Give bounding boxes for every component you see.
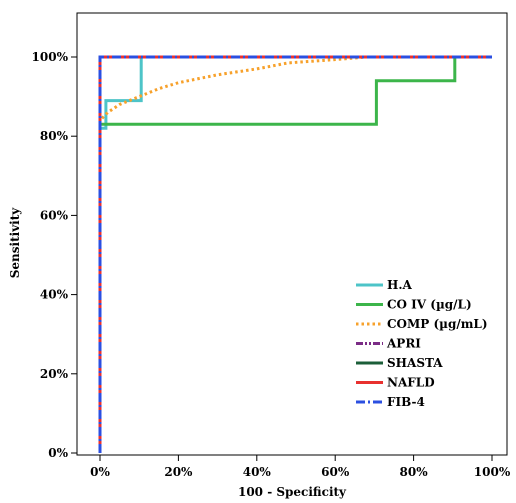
series-line-co-iv-g-l — [98, 55, 492, 453]
series-line-h-a — [98, 55, 492, 453]
y-tick-label: 100% — [32, 50, 69, 64]
x-axis-title: 100 - Specificity — [238, 485, 347, 499]
legend-label: APRI — [386, 337, 421, 351]
legend: H.A CO IV (µg/L) COMP (µg/mL) APRI SHASTA NAF… — [356, 278, 488, 409]
x-axis: 0% 20% 40% 60% 80% 100% — [90, 455, 511, 479]
y-tick-label: 40% — [40, 288, 69, 302]
y-tick-label: 0% — [48, 446, 68, 460]
x-tick-label: 0% — [90, 465, 110, 479]
legend-label: SHASTA — [387, 356, 443, 370]
x-tick-label: 60% — [321, 465, 350, 479]
y-axis-title: Sensitivity — [8, 207, 22, 279]
series-line-apri — [98, 55, 492, 453]
x-tick-label: 20% — [164, 465, 193, 479]
legend-label: H.A — [387, 278, 413, 292]
series-line-nafld — [98, 55, 492, 453]
legend-label: FIB-4 — [387, 395, 425, 409]
legend-label: NAFLD — [387, 376, 435, 390]
legend-label: CO IV (µg/L) — [387, 298, 472, 312]
y-tick-label: 20% — [40, 367, 69, 381]
legend-label: COMP (µg/mL) — [387, 317, 488, 331]
plot-frame — [76, 12, 508, 456]
x-tick-label: 80% — [400, 465, 429, 479]
y-tick-label: 60% — [40, 208, 69, 222]
series-layer — [98, 55, 492, 453]
y-tick-label: 80% — [40, 129, 69, 143]
series-line-comp-g-ml — [98, 55, 492, 453]
x-tick-label: 100% — [474, 465, 511, 479]
x-tick-label: 40% — [243, 465, 272, 479]
y-axis: 0% 20% 40% 60% 80% 100% — [32, 50, 77, 460]
series-line-fib-4 — [98, 55, 492, 453]
series-line-shasta — [98, 55, 492, 453]
